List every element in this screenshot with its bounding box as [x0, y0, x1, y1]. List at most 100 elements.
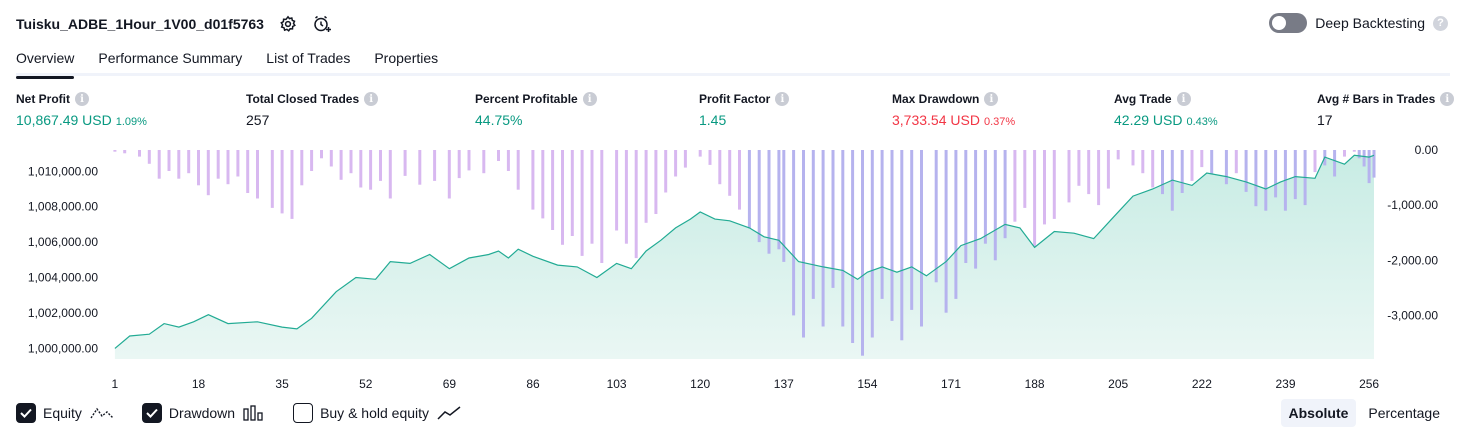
- percentage-button[interactable]: Percentage: [1368, 405, 1440, 421]
- metric-label: Total Closed Trades: [246, 92, 360, 106]
- buy-hold-line-icon: [437, 405, 461, 421]
- drawdown-bar: [811, 150, 815, 299]
- drawdown-bar: [1087, 150, 1091, 195]
- drawdown-checkbox[interactable]: [141, 403, 162, 423]
- drawdown-bar: [226, 150, 230, 185]
- view-mode-switch: Absolute Percentage: [1280, 399, 1449, 427]
- equity-area-layer: [114, 155, 1374, 359]
- info-icon[interactable]: i: [984, 92, 999, 106]
- x-axis-tick-label: 1: [112, 377, 119, 391]
- drawdown-bar: [1033, 150, 1037, 247]
- help-icon[interactable]: ?: [1433, 15, 1448, 31]
- drawdown-bar: [1362, 150, 1366, 167]
- metric-label: Percent Profitable: [475, 92, 578, 106]
- drawdown-bar: [1254, 150, 1258, 207]
- legend-drawdown-toggle[interactable]: Drawdown: [141, 403, 265, 423]
- tab-list-of-trades[interactable]: List of Trades: [266, 50, 351, 66]
- metric-total-closed-trades: Total Closed Trades i 257: [246, 92, 379, 128]
- drawdown-bar: [1116, 150, 1120, 160]
- drawdown-bar: [256, 150, 259, 199]
- info-icon[interactable]: i: [582, 92, 597, 106]
- x-axis-tick-label: 256: [1359, 377, 1379, 391]
- drawdown-bar: [1180, 150, 1184, 193]
- left-axis-tick-label: 1,008,000.00: [28, 200, 98, 214]
- drawdown-bar: [851, 150, 855, 343]
- equity-checkbox[interactable]: [16, 403, 36, 423]
- drawdown-bar: [187, 150, 191, 174]
- equity-drawdown-chart[interactable]: 1,010,000.00 1,008,000.00 1,006,000.00 1,00…: [0, 140, 1466, 395]
- drawdown-bar: [147, 150, 151, 164]
- x-axis-tick-label: 69: [443, 377, 457, 391]
- info-icon[interactable]: i: [1176, 92, 1191, 106]
- drawdown-bar: [1333, 150, 1337, 177]
- legend-equity-toggle[interactable]: Equity: [16, 403, 114, 423]
- drawdown-bar: [698, 150, 702, 157]
- info-icon[interactable]: i: [75, 92, 89, 106]
- drawdown-bar: [1367, 150, 1371, 184]
- drawdown-bar: [954, 150, 958, 299]
- left-axis-tick-label: 1,000,000.00: [28, 341, 98, 355]
- drawdown-bar: [506, 150, 510, 171]
- toggle-knob: [1272, 16, 1287, 30]
- drawdown-bar: [310, 150, 314, 171]
- drawdown-bar: [1200, 150, 1204, 168]
- absolute-button[interactable]: Absolute: [1280, 399, 1357, 427]
- drawdown-bar: [767, 150, 771, 254]
- alert-clock-add-icon[interactable]: [312, 14, 332, 34]
- drawdown-bar: [910, 150, 914, 310]
- drawdown-bar: [1357, 150, 1361, 159]
- drawdown-bar: [516, 150, 520, 190]
- drawdown-bar: [683, 150, 687, 168]
- drawdown-bar: [157, 150, 161, 179]
- drawdown-bar: [433, 150, 437, 181]
- drawdown-bar: [329, 150, 333, 167]
- metric-value: 44.75%: [475, 112, 523, 128]
- drawdown-bar: [983, 150, 987, 244]
- drawdown-bar: [674, 150, 678, 177]
- drawdown-bar: [654, 150, 658, 214]
- x-axis-tick-label: 86: [526, 377, 540, 391]
- equity-line-icon: [90, 405, 114, 421]
- drawdown-bars-icon: [243, 405, 265, 421]
- equity-line: [114, 154, 1375, 349]
- metric-profit-factor: Profit Factor i 1.45: [699, 92, 790, 128]
- drawdown-bar: [1190, 150, 1194, 181]
- drawdown-bar: [821, 150, 825, 327]
- drawdown-bar: [1313, 150, 1317, 173]
- info-icon[interactable]: i: [775, 92, 790, 106]
- drawdown-bar: [1141, 150, 1145, 174]
- tab-performance-summary[interactable]: Performance Summary: [98, 50, 243, 66]
- legend-label: Equity: [43, 405, 82, 421]
- legend-buy-hold-toggle[interactable]: Buy & hold equity: [293, 403, 461, 423]
- x-axis-tick-label: 239: [1275, 377, 1295, 391]
- tab-properties[interactable]: Properties: [374, 50, 439, 66]
- metric-value: 257: [246, 112, 270, 128]
- drawdown-bar: [1043, 150, 1046, 225]
- drawdown-bar: [624, 150, 628, 244]
- deep-backtesting-toggle[interactable]: [1269, 13, 1308, 33]
- drawdown-bar: [1003, 150, 1007, 239]
- x-axis-tick-label: 154: [857, 377, 877, 391]
- drawdown-bar: [216, 150, 220, 179]
- info-icon[interactable]: i: [364, 92, 379, 106]
- drawdown-bar: [900, 150, 904, 341]
- metric-value: 3,733.54 USD: [892, 112, 980, 128]
- drawdown-bar: [974, 150, 978, 269]
- drawdown-bar: [167, 150, 171, 171]
- legend-label: Drawdown: [168, 405, 236, 421]
- tab-overview[interactable]: Overview: [16, 46, 75, 79]
- metric-percent: 1.09%: [115, 116, 147, 128]
- drawdown-bar: [664, 150, 668, 193]
- metric-label: Profit Factor: [699, 92, 771, 106]
- info-icon[interactable]: i: [1440, 92, 1455, 106]
- drawdown-bar: [634, 150, 638, 259]
- drawdown-bar: [1224, 150, 1228, 185]
- buy-hold-checkbox[interactable]: [293, 403, 314, 423]
- drawdown-bar: [1264, 150, 1268, 211]
- drawdown-bar: [600, 150, 604, 263]
- drawdown-bar: [300, 150, 304, 186]
- drawdown-bar: [1106, 150, 1110, 189]
- metric-percent: 0.37%: [983, 116, 1016, 128]
- settings-gear-icon[interactable]: [278, 14, 298, 34]
- deep-backtesting-label: Deep Backtesting: [1315, 15, 1425, 31]
